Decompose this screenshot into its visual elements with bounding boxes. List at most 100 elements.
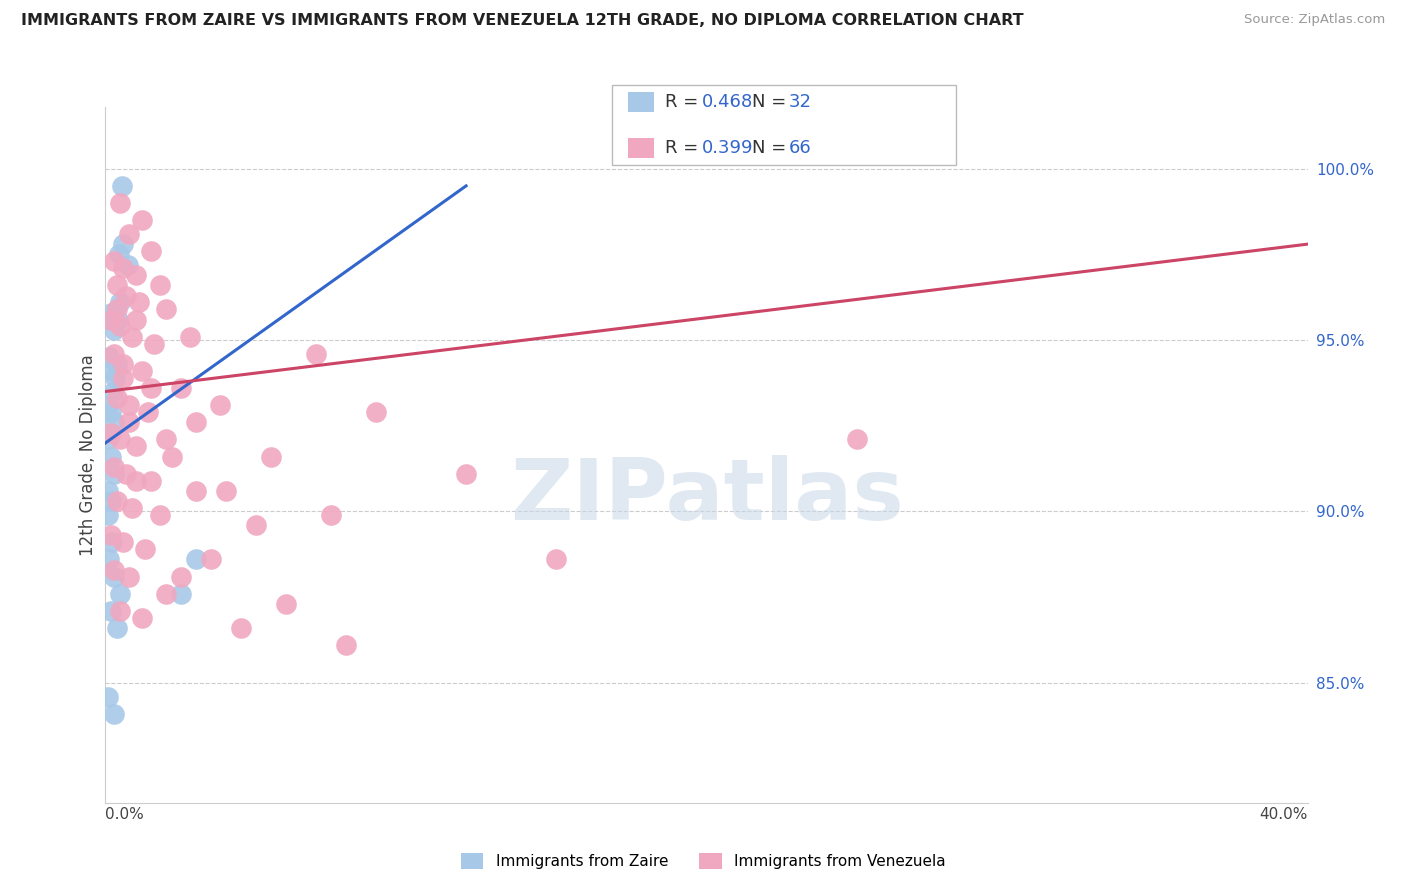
Point — [456, 467, 478, 481]
Point — [335, 638, 357, 652]
Text: 40.0%: 40.0% — [1260, 807, 1308, 822]
Point — [103, 323, 125, 337]
Point — [103, 459, 125, 474]
Point — [169, 569, 191, 583]
Text: 32: 32 — [789, 93, 811, 111]
Text: R =: R = — [665, 139, 704, 157]
Point — [103, 563, 125, 577]
Point — [112, 237, 135, 252]
Text: N =: N = — [752, 139, 792, 157]
Point — [100, 425, 122, 440]
Point — [100, 528, 122, 542]
Point — [546, 552, 568, 566]
Point — [104, 371, 127, 385]
Text: R =: R = — [665, 93, 704, 111]
Point — [115, 467, 138, 481]
Point — [101, 535, 124, 549]
Point — [118, 415, 141, 429]
Text: IMMIGRANTS FROM ZAIRE VS IMMIGRANTS FROM VENEZUELA 12TH GRADE, NO DIPLOMA CORREL: IMMIGRANTS FROM ZAIRE VS IMMIGRANTS FROM… — [21, 13, 1024, 29]
Text: N =: N = — [752, 93, 792, 111]
Point — [118, 569, 141, 583]
Point — [274, 597, 297, 611]
Point — [97, 483, 120, 498]
Point — [107, 621, 129, 635]
Point — [208, 398, 231, 412]
Point — [124, 268, 146, 282]
Point — [110, 196, 132, 211]
Point — [845, 433, 868, 447]
Point — [98, 552, 121, 566]
Point — [131, 611, 153, 625]
Point — [148, 508, 170, 522]
Point — [179, 329, 201, 343]
Text: ZIPatlas: ZIPatlas — [509, 455, 904, 538]
Point — [107, 278, 129, 293]
Point — [139, 244, 162, 258]
Point — [97, 398, 120, 412]
Point — [260, 450, 283, 464]
Point — [117, 258, 139, 272]
Point — [139, 474, 162, 488]
Point — [112, 357, 135, 371]
Point — [103, 347, 125, 361]
Point — [97, 433, 120, 447]
Point — [100, 494, 122, 508]
Point — [305, 347, 328, 361]
Text: Source: ZipAtlas.com: Source: ZipAtlas.com — [1244, 13, 1385, 27]
Point — [124, 312, 146, 326]
Point — [103, 254, 125, 268]
Point — [184, 415, 207, 429]
Point — [245, 518, 267, 533]
Point — [107, 494, 129, 508]
Point — [110, 604, 132, 618]
Point — [110, 433, 132, 447]
Point — [118, 227, 141, 241]
Point — [101, 364, 124, 378]
Point — [101, 384, 124, 399]
Point — [160, 450, 183, 464]
Text: 0.468: 0.468 — [702, 93, 752, 111]
Point — [136, 405, 159, 419]
Point — [100, 604, 122, 618]
Point — [103, 467, 125, 481]
Point — [121, 501, 143, 516]
Point — [124, 439, 146, 453]
Point — [200, 552, 222, 566]
Point — [110, 587, 132, 601]
Point — [107, 357, 129, 371]
Point — [214, 483, 236, 498]
Legend: Immigrants from Zaire, Immigrants from Venezuela: Immigrants from Zaire, Immigrants from V… — [454, 847, 952, 875]
Point — [169, 381, 191, 395]
Point — [100, 450, 122, 464]
Point — [98, 350, 121, 364]
Point — [319, 508, 342, 522]
Point — [139, 381, 162, 395]
Point — [118, 398, 141, 412]
Point — [100, 306, 122, 320]
Point — [112, 261, 135, 276]
Point — [110, 319, 132, 334]
Point — [103, 415, 125, 429]
Point — [169, 587, 191, 601]
Point — [155, 302, 177, 317]
Point — [108, 247, 131, 261]
Point — [107, 392, 129, 406]
Point — [128, 295, 150, 310]
Text: 0.399: 0.399 — [702, 139, 754, 157]
Text: 0.0%: 0.0% — [105, 807, 145, 822]
Point — [134, 542, 156, 557]
Point — [184, 483, 207, 498]
Point — [110, 295, 132, 310]
Point — [124, 474, 146, 488]
Point — [103, 706, 125, 721]
Point — [112, 371, 135, 385]
Point — [155, 433, 177, 447]
Point — [100, 312, 122, 326]
Point — [364, 405, 387, 419]
Point — [148, 278, 170, 293]
Point — [142, 336, 165, 351]
Point — [97, 690, 120, 704]
Point — [112, 535, 135, 549]
Point — [155, 587, 177, 601]
Point — [121, 329, 143, 343]
